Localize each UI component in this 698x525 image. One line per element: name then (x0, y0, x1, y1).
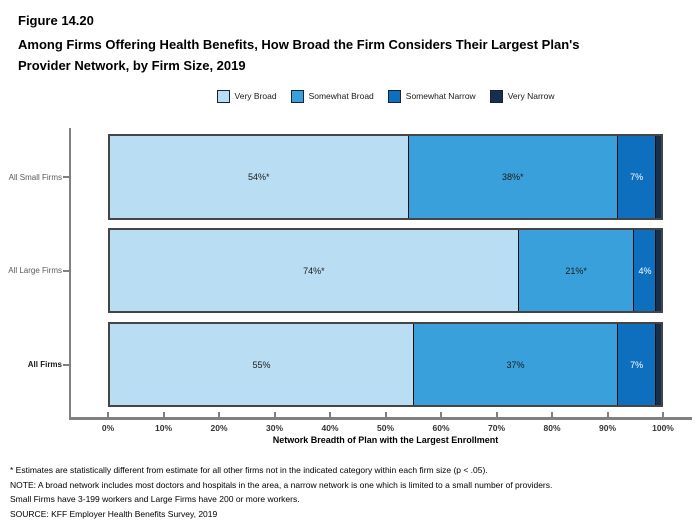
x-tick-label-70: 70% (487, 423, 505, 433)
x-axis-tick (162, 412, 165, 417)
figure-title: Among Firms Offering Health Benefits, Ho… (18, 34, 678, 76)
legend-label: Very Broad (234, 91, 277, 101)
x-tick-label-40: 40% (321, 423, 339, 433)
bar-segment-very-broad: 54%* (110, 136, 408, 218)
footnotes: * Estimates are statistically different … (10, 463, 690, 521)
x-axis-tick (107, 412, 109, 417)
bar-segment-very-broad: 74%* (110, 230, 518, 311)
x-axis-tick (606, 412, 609, 417)
bar-value-label: 38%* (501, 172, 524, 182)
x-axis-tick (551, 412, 553, 417)
bar-segment-very-broad: 55% (110, 324, 414, 405)
bar-segment-somewhat-narrow: 4% (633, 230, 656, 311)
bar-value-label: 7% (630, 172, 644, 182)
bar-value-label: 21%* (565, 265, 587, 276)
bar-segment-very-narrow (655, 230, 661, 311)
y-axis-line (69, 128, 71, 418)
bar-segment-somewhat-broad: 37% (413, 324, 617, 405)
bar-segment-somewhat-narrow: 7% (616, 324, 656, 405)
x-axis-line (69, 417, 692, 420)
x-tick-label-100: 100% (652, 423, 674, 433)
bar-segment-somewhat-broad: 21%* (517, 230, 634, 311)
y-axis-tick (63, 176, 69, 178)
category-label-all-firms: All Firms (27, 360, 62, 369)
bar-value-label: 74%* (303, 265, 325, 276)
legend-swatch-somewhat-narrow (387, 89, 401, 103)
legend-swatch-very-narrow (489, 89, 503, 103)
legend-swatch-somewhat-broad (290, 89, 304, 103)
legend-item-somewhat-narrow: Somewhat Narrow (387, 89, 476, 103)
legend-label: Somewhat Narrow (405, 91, 476, 101)
legend-item-very-broad: Very Broad (216, 89, 277, 103)
bar-value-label: 55% (252, 359, 271, 370)
legend-label: Very Narrow (507, 91, 555, 101)
x-axis-tick (218, 412, 220, 417)
y-axis-tick (63, 269, 69, 272)
bar-value-label: 54%* (248, 172, 270, 182)
x-axis-tick (440, 412, 442, 417)
x-tick-label-30: 30% (265, 423, 283, 433)
bar-value-label: 37% (506, 359, 525, 370)
bar-segment-very-narrow (655, 136, 661, 218)
x-tick-label-90: 90% (598, 423, 616, 433)
y-axis-tick (63, 363, 69, 366)
x-axis-tick (495, 412, 498, 417)
footnote-note: NOTE: A broad network includes most doct… (10, 479, 553, 490)
x-tick-label-20: 20% (210, 423, 228, 433)
bar-segment-somewhat-broad: 38%* (407, 136, 617, 218)
bar-row-all-firms: 55% 37% 7% (108, 322, 663, 407)
bar-row-all-small-firms: 54%* 38%* 7% (108, 134, 663, 220)
legend-swatch-very-broad (216, 89, 230, 103)
figure-number: Figure 14.20 (18, 13, 94, 28)
bar-value-label: 4% (638, 265, 652, 276)
bar-row-all-large-firms: 74%* 21%* 4% (108, 228, 663, 313)
x-tick-label-60: 60% (432, 423, 450, 433)
legend-item-very-narrow: Very Narrow (489, 89, 555, 103)
x-tick-label-0: 0% (101, 423, 115, 433)
x-tick-label-50: 50% (376, 423, 394, 433)
figure-title-line-2: Provider Network, by Firm Size, 2019 (18, 58, 246, 73)
x-axis-tick (273, 412, 276, 417)
x-axis-tick (329, 412, 331, 417)
bar-value-label: 7% (630, 359, 644, 370)
category-label-all-small-firms: All Small Firms (8, 172, 62, 182)
category-label-all-large-firms: All Large Firms (8, 266, 62, 275)
figure-title-line-1: Among Firms Offering Health Benefits, Ho… (18, 37, 580, 52)
x-tick-label-80: 80% (543, 423, 561, 433)
legend-label: Somewhat Broad (308, 91, 374, 101)
x-tick-label-10: 10% (154, 423, 172, 433)
footnote-asterisk: * Estimates are statistically different … (10, 465, 488, 475)
footnote-source: SOURCE: KFF Employer Health Benefits Sur… (10, 508, 218, 519)
x-axis-title: Network Breadth of Plan with the Largest… (272, 435, 499, 445)
bar-segment-very-narrow (655, 324, 661, 405)
footnote-firm-sizes: Small Firms have 3-199 workers and Large… (10, 494, 300, 505)
legend-item-somewhat-broad: Somewhat Broad (290, 89, 374, 103)
x-axis-tick (662, 412, 664, 417)
bar-segment-somewhat-narrow: 7% (616, 136, 656, 218)
legend: Very Broad Somewhat Broad Somewhat Narrow V… (108, 88, 663, 104)
x-axis-tick (384, 412, 387, 417)
